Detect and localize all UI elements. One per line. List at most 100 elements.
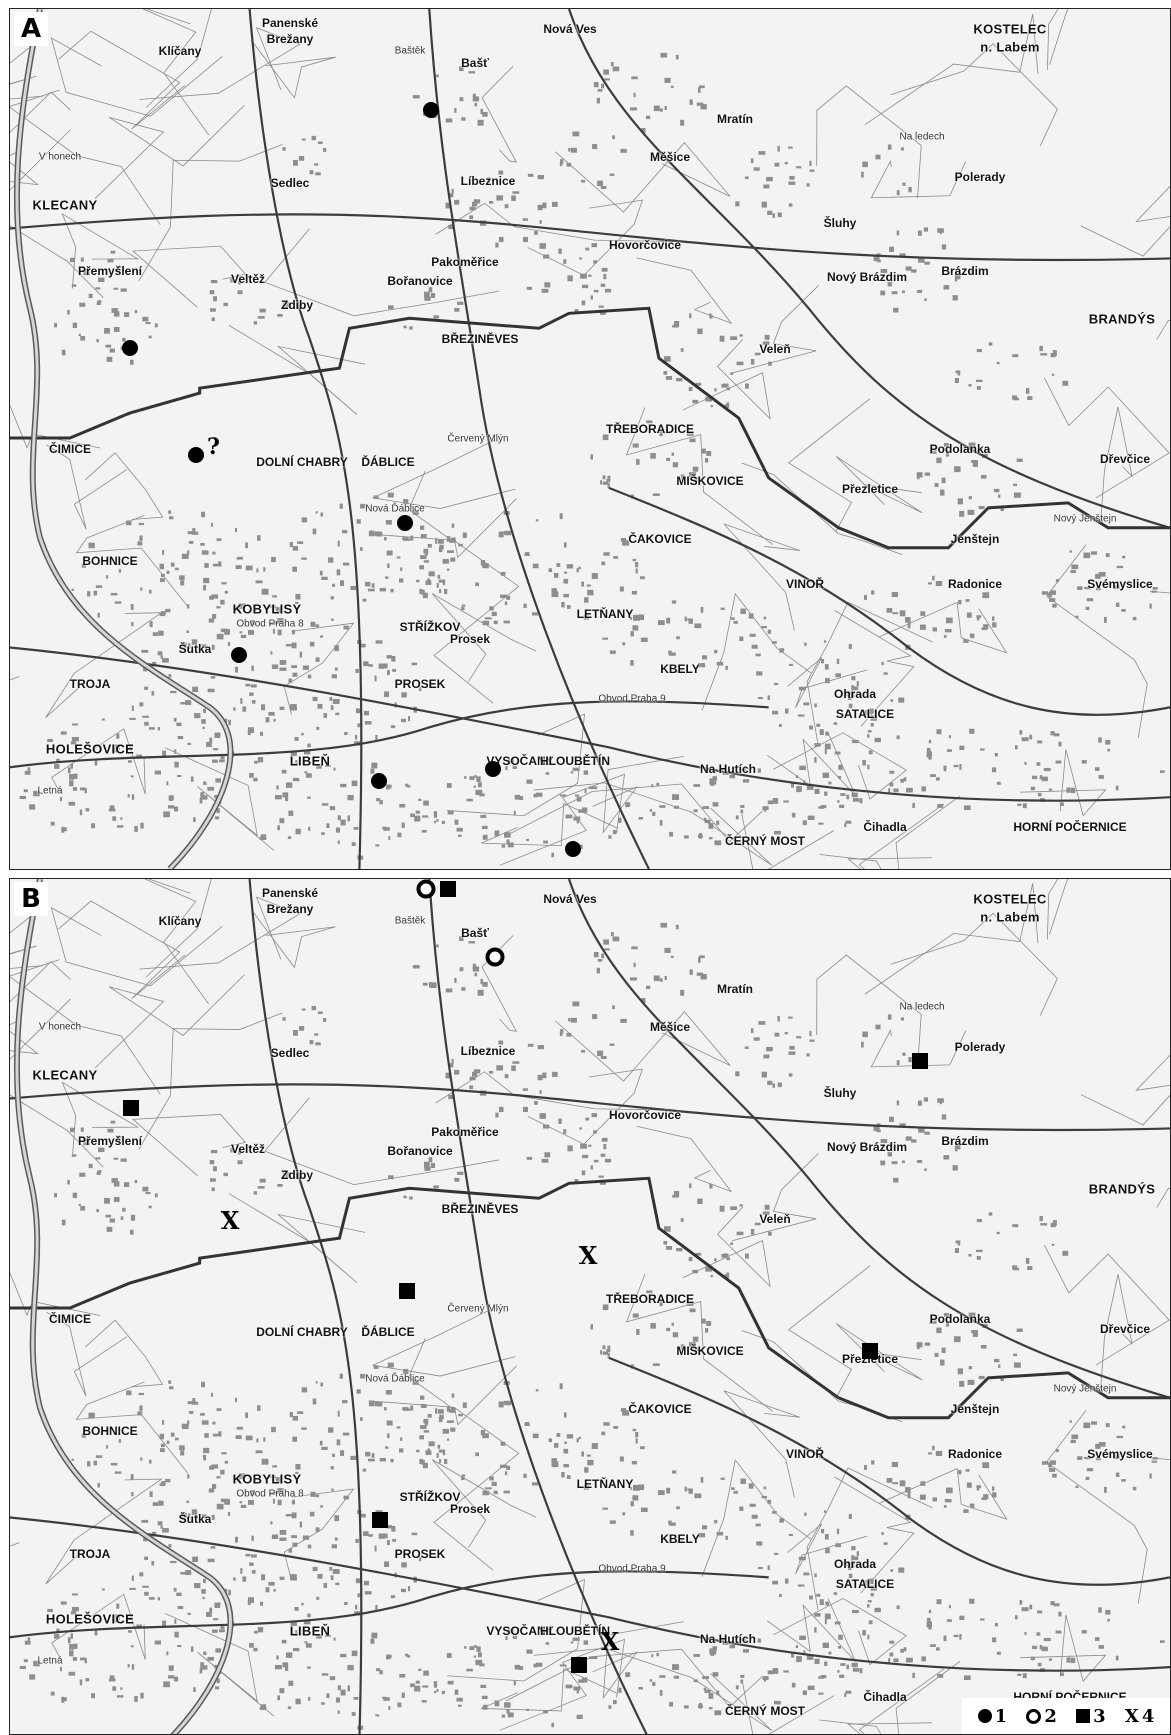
uncertain-marker-note: ?: [207, 434, 220, 460]
place-label-jenštejn: Jenštejn: [951, 532, 1000, 546]
map-base-layer: [10, 879, 1170, 1734]
legend-label: 3: [1093, 1706, 1106, 1727]
place-label-kostelec: KOSTELEC: [973, 892, 1046, 907]
legend-symbol-x: X: [1125, 1706, 1139, 1727]
place-label-měšice: Měšice: [650, 1020, 690, 1034]
place-label-brázdim: Brázdim: [941, 1134, 988, 1148]
place-label-hovorčovice: Hovorčovice: [609, 1108, 681, 1122]
legend-label: 2: [1044, 1706, 1057, 1727]
place-label-brandýs: BRANDÝS: [1089, 1182, 1155, 1197]
place-label-horní-počernice: HORNÍ POČERNICE: [1013, 820, 1126, 834]
marker-filled-symbol: [231, 647, 247, 663]
place-label-svémyslice: Svémyslice: [1087, 1447, 1152, 1461]
marker-square-symbol: [440, 881, 456, 897]
place-label-třeboradice: TŘEBORADICE: [606, 422, 694, 436]
place-label-holešovice: HOLEŠOVICE: [46, 742, 134, 757]
place-label-obvod-praha-8: Obvod Praha 8: [236, 619, 303, 630]
place-label-bohnice: BOHNICE: [82, 1424, 137, 1438]
place-label-brežany: Brežany: [267, 902, 314, 916]
place-label-svémyslice: Svémyslice: [1087, 577, 1152, 591]
place-label-jenštejn: Jenštejn: [951, 1402, 1000, 1416]
place-label-klíčany: Klíčany: [159, 914, 202, 928]
place-label-nový-brázdim: Nový Brázdim: [827, 270, 907, 284]
marker-filled-symbol: [397, 515, 413, 531]
place-label-baštěk: Baštěk: [395, 916, 426, 927]
place-label-klecany: KLECANY: [33, 198, 98, 213]
place-label-dřevčice: Dřevčice: [1100, 452, 1150, 466]
place-label-dřevčice: Dřevčice: [1100, 1322, 1150, 1336]
place-label-čimice: ČIMICE: [49, 1312, 91, 1326]
place-label-ohrada: Ohrada: [834, 1557, 876, 1571]
place-label-prosek: Prosek: [450, 1502, 490, 1516]
place-label-na-ledech: Na ledech: [899, 1002, 944, 1013]
marker-open-symbol: [417, 880, 436, 899]
legend-item-1: 1: [978, 1706, 1008, 1727]
place-label-brandýs: BRANDÝS: [1089, 312, 1155, 327]
marker-filled-symbol: [122, 340, 138, 356]
place-label-bořanovice: Bořanovice: [387, 1144, 452, 1158]
place-label-letná: Letná: [37, 786, 62, 797]
place-label-nová-áblice: Nová Ďáblice: [365, 1374, 424, 1385]
place-label-libe-: LIBEŇ: [290, 1624, 331, 1639]
place-label-čimice: ČIMICE: [49, 442, 91, 456]
marker-x: X: [601, 1630, 620, 1654]
marker-filled-symbol: [188, 447, 204, 463]
place-label-troja: TROJA: [70, 677, 111, 691]
place-label-vele-: Veleň: [759, 342, 790, 356]
place-label-mratín: Mratín: [717, 982, 753, 996]
place-label-přemyšlení: Přemyšlení: [78, 264, 142, 278]
place-label-třeboradice: TŘEBORADICE: [606, 1292, 694, 1306]
place-label-líbeznice: Líbeznice: [461, 1044, 516, 1058]
marker-x: X: [579, 1244, 598, 1268]
place-label-šluhy: Šluhy: [824, 1086, 857, 1100]
place-label-sedlec: Sedlec: [271, 1046, 310, 1060]
place-label-miškovice: MIŠKOVICE: [676, 1344, 743, 1358]
place-label-hloubětín: HLOUBĚTÍN: [540, 1624, 610, 1638]
place-label-v-honech: V honech: [39, 1022, 81, 1033]
map-base-layer: [10, 9, 1170, 869]
place-label-mratín: Mratín: [717, 112, 753, 126]
place-label-letná: Letná: [37, 1656, 62, 1667]
place-label-veltěž: Veltěž: [231, 272, 265, 286]
place-label-čihadla: Čihadla: [863, 1690, 906, 1704]
place-label-baštěk: Baštěk: [395, 46, 426, 57]
legend-symbol-square: [1076, 1709, 1090, 1723]
place-label-panenské: Panenské: [262, 16, 318, 30]
place-label-troja: TROJA: [70, 1547, 111, 1561]
marker-filled-symbol: [485, 761, 501, 777]
place-label-polerady: Polerady: [955, 1040, 1006, 1054]
legend-item-3: 3: [1076, 1706, 1106, 1727]
place-label-zdiby: Zdiby: [281, 1168, 313, 1182]
marker-filled-symbol: [371, 773, 387, 789]
place-label-červený-mlýn: Červený Mlýn: [447, 1304, 508, 1315]
marker-square-symbol: [399, 1283, 415, 1299]
place-label-na-hutích: Na Hutích: [700, 1632, 756, 1646]
place-label-nová-ves: Nová Ves: [543, 892, 596, 906]
place-label-sedlec: Sedlec: [271, 176, 310, 190]
place-label-kostelec: KOSTELEC: [973, 22, 1046, 37]
place-label-vinoř: VINOŘ: [786, 577, 824, 591]
place-label-let-any: LETŇANY: [577, 607, 634, 621]
place-label-bořanovice: Bořanovice: [387, 274, 452, 288]
legend-item-2: 2: [1026, 1706, 1057, 1727]
marker-open-symbol: [486, 948, 505, 967]
place-label-nová-áblice: Nová Ďáblice: [365, 504, 424, 515]
place-label-kbely: KBELY: [660, 1532, 700, 1546]
place-label-radonice: Radonice: [948, 577, 1002, 591]
place-label-nový-brázdim: Nový Brázdim: [827, 1140, 907, 1154]
place-label-šutka: Šutka: [179, 642, 212, 656]
place-label-prosek: PROSEK: [395, 1547, 446, 1561]
place-label-březiněves: BŘEZINĚVES: [442, 1202, 519, 1216]
place-label-podolanka: Podolanka: [930, 442, 991, 456]
place-label-ohrada: Ohrada: [834, 687, 876, 701]
place-label-panenské: Panenské: [262, 886, 318, 900]
place-label-vinoř: VINOŘ: [786, 1447, 824, 1461]
legend-label: 4: [1142, 1706, 1155, 1727]
place-label-n-labem: n. Labem: [980, 40, 1039, 55]
place-label-na-ledech: Na ledech: [899, 132, 944, 143]
place-label--áblice: ĎÁBLICE: [361, 455, 414, 469]
place-label-radonice: Radonice: [948, 1447, 1002, 1461]
place-label--áblice: ĎÁBLICE: [361, 1325, 414, 1339]
place-label-čakovice: ČAKOVICE: [628, 1402, 691, 1416]
place-label-nový-jenštejn: Nový Jenštejn: [1054, 1384, 1117, 1395]
